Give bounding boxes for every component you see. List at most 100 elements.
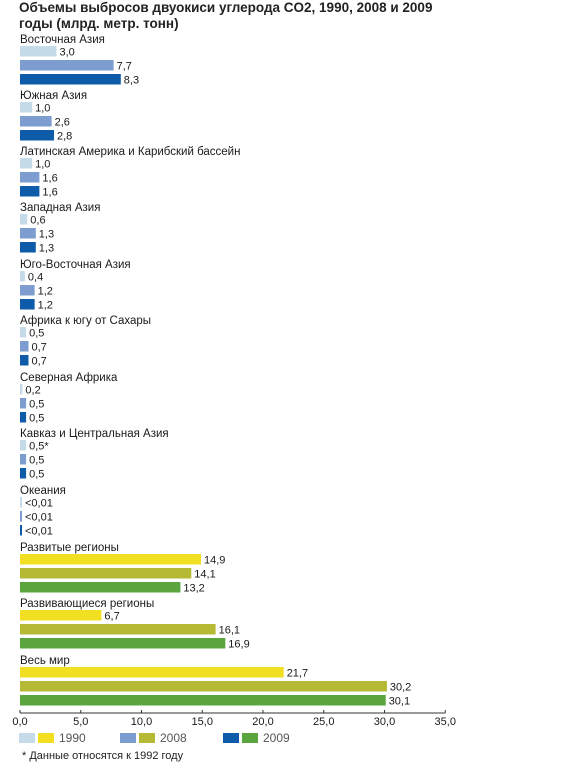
group-7-value-2009: 0,5	[29, 469, 44, 481]
legend-label-2008: 2008	[160, 731, 187, 745]
group-11-label: Весь мир	[20, 655, 70, 667]
group-10-label: Развивающиеся регионы	[20, 598, 154, 610]
group-6-bar-2009	[20, 412, 27, 423]
group-5-bar-1990	[20, 327, 27, 338]
group-7-value-2008: 0,5	[29, 455, 44, 467]
group-5-bar-2009	[20, 355, 29, 366]
group-3-value-2009: 1,3	[39, 243, 54, 255]
group-8-label: Океания	[20, 485, 66, 497]
group-5-label: Африка к югу от Сахары	[20, 315, 151, 327]
group-10-bar-2008	[20, 624, 216, 635]
group-8-value-2008: <0,01	[25, 512, 53, 524]
group-2-bar-2008	[20, 172, 40, 183]
group-9-value-2008: 14,1	[194, 569, 215, 581]
group-2-label: Латинская Америка и Карибский бассейн	[20, 146, 240, 158]
group-5-value-2008: 0,7	[32, 342, 47, 354]
group-8-value-2009: <0,01	[25, 526, 53, 538]
legend: 1990 2008 2009	[19, 730, 439, 746]
group-3-value-1990: 0,6	[30, 215, 45, 227]
group-9-bar-1990	[20, 554, 201, 565]
group-7-label: Кавказ и Центральная Азия	[20, 428, 169, 440]
legend-swatch-1990-aggregate	[38, 733, 54, 743]
group-5-bar-2008	[20, 341, 29, 352]
legend-label-1990: 1990	[59, 731, 86, 745]
group-0-value-2009: 8,3	[124, 75, 139, 87]
group-1-value-2009: 2,8	[57, 131, 72, 143]
group-10-bar-1990	[20, 610, 102, 621]
group-6-label: Северная Африка	[20, 372, 118, 384]
group-1-bar-1990	[20, 102, 33, 113]
group-11-bar-2009	[20, 695, 386, 706]
group-7-value-1990: 0,5*	[29, 441, 49, 453]
group-6-value-2009: 0,5	[29, 413, 44, 425]
group-5-value-1990: 0,5	[29, 328, 44, 340]
group-3-bar-1990	[20, 214, 28, 225]
group-4-value-2009: 1,2	[38, 300, 53, 312]
group-11-value-1990: 21,7	[287, 668, 308, 680]
group-4-bar-1990	[20, 271, 25, 282]
x-tick-label-7: 35,0	[435, 716, 456, 728]
x-tick-label-3: 15,0	[192, 716, 213, 728]
group-0-bar-2008	[20, 60, 114, 71]
group-4-value-2008: 1,2	[38, 286, 53, 298]
group-2-bar-2009	[20, 186, 40, 197]
group-9-bar-2009	[20, 582, 181, 593]
group-1-value-2008: 2,6	[55, 117, 70, 129]
group-1-value-1990: 1,0	[35, 103, 50, 115]
group-1-bar-2008	[20, 116, 52, 127]
x-tick-label-0: 0,0	[12, 716, 27, 728]
legend-swatch-1990-regional	[19, 733, 35, 743]
group-4-label: Юго-Восточная Азия	[20, 259, 131, 271]
group-8-value-1990: <0,01	[25, 498, 53, 510]
group-10-value-1990: 6,7	[104, 611, 119, 623]
chart-title: Объемы выбросов двуокиси углерода CO2, 1…	[19, 0, 433, 31]
group-2-value-2009: 1,6	[42, 187, 57, 199]
group-8-bar-1990	[20, 497, 22, 508]
group-10-value-2008: 16,1	[219, 625, 240, 637]
group-4-bar-2008	[20, 285, 35, 296]
group-3-value-2008: 1,3	[39, 229, 54, 241]
group-10-bar-2009	[20, 638, 226, 649]
group-4-bar-2009	[20, 299, 35, 310]
group-3-bar-2009	[20, 242, 36, 253]
legend-label-2009: 2009	[263, 731, 290, 745]
x-tick-label-4: 20,0	[252, 716, 273, 728]
group-8-bar-2008	[20, 511, 22, 522]
group-2-bar-1990	[20, 158, 33, 169]
group-4-value-1990: 0,4	[28, 272, 43, 284]
group-1-label: Южная Азия	[20, 90, 87, 102]
group-0-bar-1990	[20, 46, 57, 57]
group-1-bar-2009	[20, 130, 54, 141]
group-6-bar-1990	[20, 384, 23, 395]
group-7-bar-2008	[20, 454, 27, 465]
group-0-bar-2009	[20, 74, 121, 85]
legend-swatch-2008-aggregate	[139, 733, 155, 743]
footnote: * Данные относятся к 1992 году	[22, 750, 184, 762]
group-3-bar-2008	[20, 228, 36, 239]
legend-swatch-2009-aggregate	[242, 733, 258, 743]
group-9-value-2009: 13,2	[183, 583, 204, 595]
group-2-value-1990: 1,0	[35, 159, 50, 171]
group-9-label: Развитые регионы	[20, 542, 119, 554]
group-10-value-2009: 16,9	[228, 639, 249, 651]
group-5-value-2009: 0,7	[32, 356, 47, 368]
group-6-bar-2008	[20, 398, 27, 409]
group-6-value-2008: 0,5	[29, 399, 44, 411]
group-7-bar-2009	[20, 468, 27, 479]
group-9-value-1990: 14,9	[204, 555, 225, 567]
x-tick-label-2: 10,0	[131, 716, 152, 728]
group-2-value-2008: 1,6	[42, 173, 57, 185]
x-tick-label-1: 5,0	[73, 716, 88, 728]
legend-swatch-2008-regional	[120, 733, 136, 743]
group-11-bar-1990	[20, 667, 284, 678]
group-3-label: Западная Азия	[20, 202, 100, 214]
x-tick-label-6: 30,0	[374, 716, 395, 728]
group-6-value-1990: 0,2	[25, 385, 40, 397]
group-11-bar-2008	[20, 681, 387, 692]
group-11-value-2008: 30,2	[390, 682, 411, 694]
x-tick-label-5: 25,0	[313, 716, 334, 728]
group-0-value-1990: 3,0	[60, 47, 75, 59]
group-0-label: Восточная Азия	[20, 34, 105, 46]
legend-swatch-2009-regional	[223, 733, 239, 743]
